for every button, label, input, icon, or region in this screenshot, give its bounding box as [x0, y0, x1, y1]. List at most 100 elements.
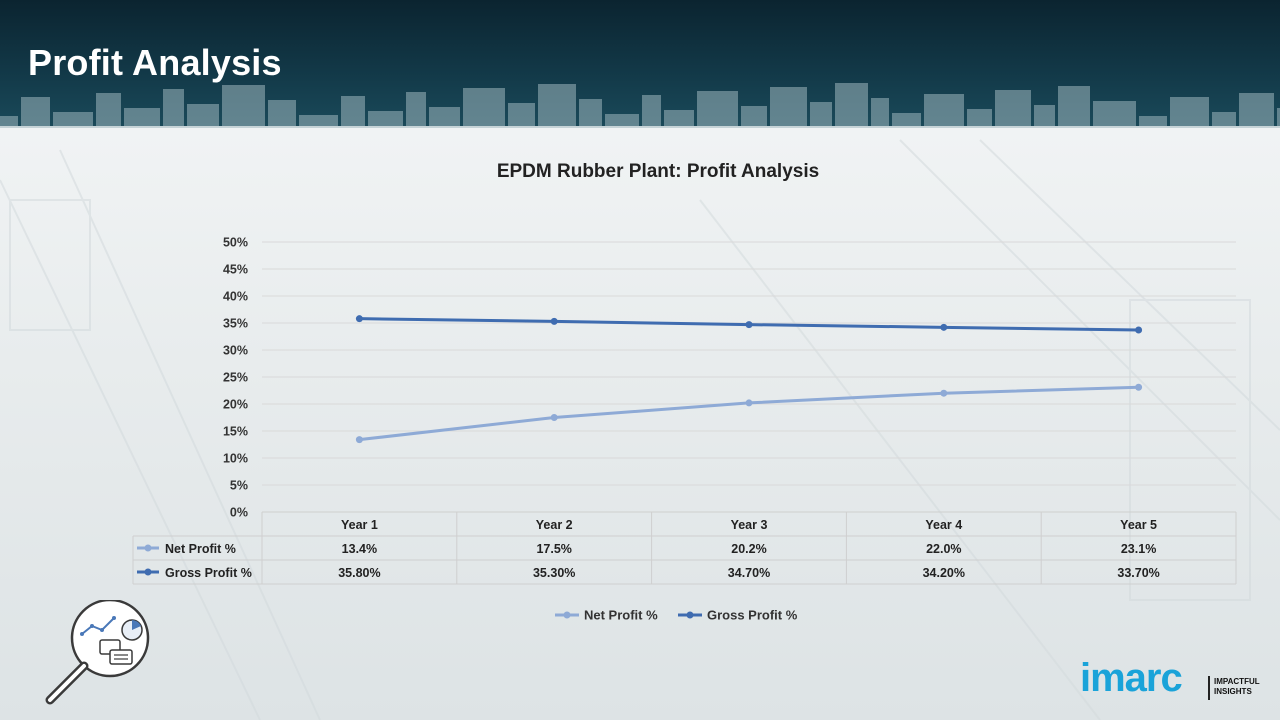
chart-series	[355, 315, 1143, 444]
skyline-building	[810, 102, 832, 128]
logo-wordmark: imarc	[1080, 656, 1183, 700]
data-point	[355, 315, 363, 323]
x-category-label: Year 4	[925, 518, 962, 532]
skyline-building	[406, 92, 426, 128]
skyline-building	[268, 100, 296, 128]
skyline-building	[967, 109, 992, 128]
x-category-label: Year 3	[731, 518, 768, 532]
skyline-building	[508, 103, 535, 128]
table-cell-value: 22.0%	[926, 542, 961, 556]
y-tick-label: 0%	[230, 506, 248, 520]
data-point	[355, 436, 363, 444]
skyline-building	[1170, 97, 1209, 128]
chart-legend: Net Profit % Gross Profit %	[555, 608, 798, 623]
chart-title: EPDM Rubber Plant: Profit Analysis	[497, 161, 819, 182]
skyline-building	[995, 90, 1031, 128]
skyline-building	[463, 88, 505, 128]
series-line-net-profit	[359, 385, 1139, 442]
table-legend-key	[144, 544, 152, 552]
skyline-building	[0, 116, 18, 128]
skyline-building	[163, 89, 184, 128]
table-row-label: Gross Profit %	[165, 566, 252, 580]
table-cell-value: 34.70%	[728, 566, 770, 580]
x-category-label: Year 2	[536, 518, 573, 532]
chart-grid	[262, 241, 1236, 513]
y-tick-label: 30%	[223, 344, 248, 358]
header-banner: Profit Analysis	[0, 0, 1280, 128]
page-title: Profit Analysis	[28, 42, 282, 83]
skyline-building	[697, 91, 738, 128]
legend-label: Net Profit %	[584, 608, 658, 623]
city-skyline-decoration	[0, 83, 1280, 128]
data-point	[940, 323, 948, 331]
skyline-building	[770, 87, 807, 128]
table-cell-value: 33.70%	[1117, 566, 1159, 580]
skyline-building	[605, 114, 639, 128]
skyline-building	[1212, 112, 1236, 128]
skyline-building	[1034, 105, 1055, 128]
y-axis-ticks: 0% 5% 10% 15% 20% 25% 30% 35% 40% 45% 50%	[223, 236, 248, 520]
data-point	[1135, 383, 1143, 391]
x-category-label: Year 5	[1120, 518, 1157, 532]
logo-tagline-line1: IMPACTFUL	[1214, 677, 1260, 686]
y-tick-label: 15%	[223, 425, 248, 439]
skyline-building	[664, 110, 694, 128]
logo-tagline-line2: INSIGHTS	[1214, 687, 1252, 696]
table-cell-value: 20.2%	[731, 542, 766, 556]
skyline-building	[21, 97, 50, 128]
legend-key	[686, 611, 694, 619]
y-tick-label: 35%	[223, 317, 248, 331]
y-tick-label: 45%	[223, 263, 248, 277]
skyline-building	[1139, 116, 1167, 128]
skyline-building	[871, 98, 889, 128]
skyline-building	[741, 106, 767, 128]
skyline-building	[124, 108, 160, 128]
data-point	[550, 414, 558, 421]
y-tick-label: 50%	[223, 236, 248, 250]
y-tick-label: 40%	[223, 290, 248, 304]
skyline-building	[538, 84, 576, 128]
logo-tagline: IMPACTFUL INSIGHTS	[1214, 677, 1274, 697]
skyline-building	[924, 94, 964, 128]
skyline-building	[222, 85, 265, 128]
legend-key	[563, 611, 571, 619]
skyline-building	[892, 113, 921, 128]
x-category-label: Year 1	[341, 518, 378, 532]
y-tick-label: 5%	[230, 479, 248, 493]
data-point	[550, 317, 558, 325]
table-cell-value: 23.1%	[1121, 542, 1156, 556]
skyline-building	[187, 104, 219, 128]
skyline-building	[835, 83, 868, 128]
skyline-building	[299, 115, 338, 128]
table-cell-value: 17.5%	[536, 542, 571, 556]
table-cell-value: 35.80%	[338, 566, 380, 580]
skyline-building	[642, 95, 661, 128]
table-cell-value: 35.30%	[533, 566, 575, 580]
y-tick-label: 10%	[223, 452, 248, 466]
skyline-building	[1239, 93, 1274, 128]
data-point	[1135, 326, 1143, 334]
imarc-logo: imarc IMPACTFUL INSIGHTS	[1080, 656, 1270, 704]
skyline-building	[1093, 101, 1136, 128]
data-table: Year 1 Year 2 Year 3 Year 4 Year 5 Net Profit…	[132, 511, 1237, 585]
skyline-building	[1058, 86, 1090, 128]
skyline-building	[96, 93, 121, 128]
data-point	[745, 321, 753, 329]
table-cell-value: 34.20%	[923, 566, 965, 580]
y-tick-label: 20%	[223, 398, 248, 412]
table-cell-value: 13.4%	[342, 542, 377, 556]
skyline-building	[579, 99, 602, 128]
legend-label: Gross Profit %	[707, 608, 798, 623]
skyline-building	[368, 111, 403, 128]
skyline-building	[53, 112, 93, 128]
skyline-building	[429, 107, 460, 128]
y-tick-label: 25%	[223, 371, 248, 385]
magnifier-analytics-icon	[45, 600, 150, 705]
table-legend-key	[144, 568, 152, 576]
skyline-building	[1277, 108, 1280, 128]
skyline-building	[341, 96, 365, 128]
logo-divider	[1208, 676, 1210, 700]
data-point	[745, 399, 753, 407]
table-row-label: Net Profit %	[165, 542, 236, 556]
